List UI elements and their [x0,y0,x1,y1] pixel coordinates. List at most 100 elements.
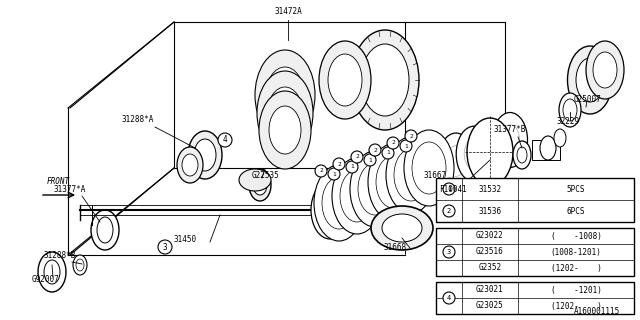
Text: 1: 1 [350,164,354,170]
Text: 31288*A: 31288*A [122,116,154,124]
Ellipse shape [405,147,435,193]
Ellipse shape [257,71,313,155]
Circle shape [443,292,455,304]
Ellipse shape [467,118,513,186]
Text: 31536: 31536 [479,206,502,215]
Ellipse shape [402,147,438,203]
Circle shape [400,140,412,152]
Ellipse shape [333,175,363,221]
Ellipse shape [410,159,430,190]
Ellipse shape [563,99,577,121]
Ellipse shape [464,139,484,169]
Ellipse shape [351,30,419,130]
Ellipse shape [517,147,527,163]
Ellipse shape [593,52,617,88]
Text: 5PCS: 5PCS [567,185,585,194]
Text: 2: 2 [373,148,377,153]
Text: A160001115: A160001115 [573,308,620,316]
Text: 2: 2 [319,169,323,173]
Ellipse shape [398,137,442,203]
Ellipse shape [474,119,509,175]
Circle shape [443,246,455,258]
Ellipse shape [374,173,394,205]
Circle shape [333,158,345,170]
Ellipse shape [540,136,556,160]
Ellipse shape [314,165,364,241]
Ellipse shape [493,113,527,167]
Text: (1202-    ): (1202- ) [550,301,602,310]
Bar [436,228,634,276]
Ellipse shape [91,210,119,250]
Ellipse shape [44,260,60,284]
Text: 2: 2 [391,140,395,146]
Ellipse shape [361,44,409,116]
Text: 31532: 31532 [479,185,502,194]
Ellipse shape [194,139,216,171]
Ellipse shape [383,154,420,211]
Ellipse shape [259,91,311,169]
Ellipse shape [266,67,304,123]
Ellipse shape [362,151,406,217]
Ellipse shape [368,144,418,220]
Text: G23021: G23021 [476,285,504,294]
Text: 4: 4 [223,135,227,145]
Text: 31288*B: 31288*B [44,251,76,260]
Text: 1: 1 [386,150,390,156]
Ellipse shape [483,132,502,162]
Bar [436,178,634,222]
Ellipse shape [559,93,581,127]
Text: 31377*A: 31377*A [54,186,86,195]
Text: G23025: G23025 [476,301,504,310]
Ellipse shape [328,54,362,106]
Ellipse shape [376,156,410,208]
Text: G23022: G23022 [476,231,504,241]
Ellipse shape [386,137,436,213]
Bar [532,140,560,160]
Ellipse shape [568,46,612,114]
Ellipse shape [392,166,412,198]
Text: 1: 1 [368,157,372,163]
Ellipse shape [322,177,356,229]
Ellipse shape [428,153,448,183]
Ellipse shape [348,167,385,225]
Ellipse shape [382,214,422,242]
Text: FRONT: FRONT [47,178,70,187]
Circle shape [387,137,399,149]
Text: 4: 4 [447,295,451,301]
Text: 31377*B: 31377*B [494,125,526,134]
Text: 3: 3 [163,243,167,252]
Text: F10041: F10041 [439,186,467,195]
Ellipse shape [340,170,374,222]
Text: 1: 1 [404,143,408,148]
Text: 2: 2 [409,133,413,139]
Ellipse shape [446,146,466,176]
Ellipse shape [380,144,424,210]
Circle shape [315,165,327,177]
Ellipse shape [420,140,456,196]
Text: G25007: G25007 [573,95,601,105]
Ellipse shape [586,41,624,99]
Text: 2: 2 [447,208,451,214]
Ellipse shape [182,154,198,176]
Ellipse shape [554,129,566,147]
Text: 31450: 31450 [173,236,196,244]
Text: (1202-    ): (1202- ) [550,263,602,273]
Circle shape [351,151,363,163]
Ellipse shape [255,50,315,140]
Ellipse shape [326,165,370,231]
Ellipse shape [500,125,520,155]
Text: 31472A: 31472A [274,7,302,17]
Text: 2: 2 [355,155,359,159]
Circle shape [369,144,381,156]
Ellipse shape [249,169,271,201]
Ellipse shape [253,175,267,195]
Circle shape [328,168,340,180]
Circle shape [382,147,394,159]
Circle shape [443,183,455,195]
Ellipse shape [344,158,388,224]
Ellipse shape [513,141,531,169]
Ellipse shape [239,169,271,191]
Ellipse shape [268,87,303,139]
Ellipse shape [456,126,492,182]
Text: G22535: G22535 [251,171,279,180]
